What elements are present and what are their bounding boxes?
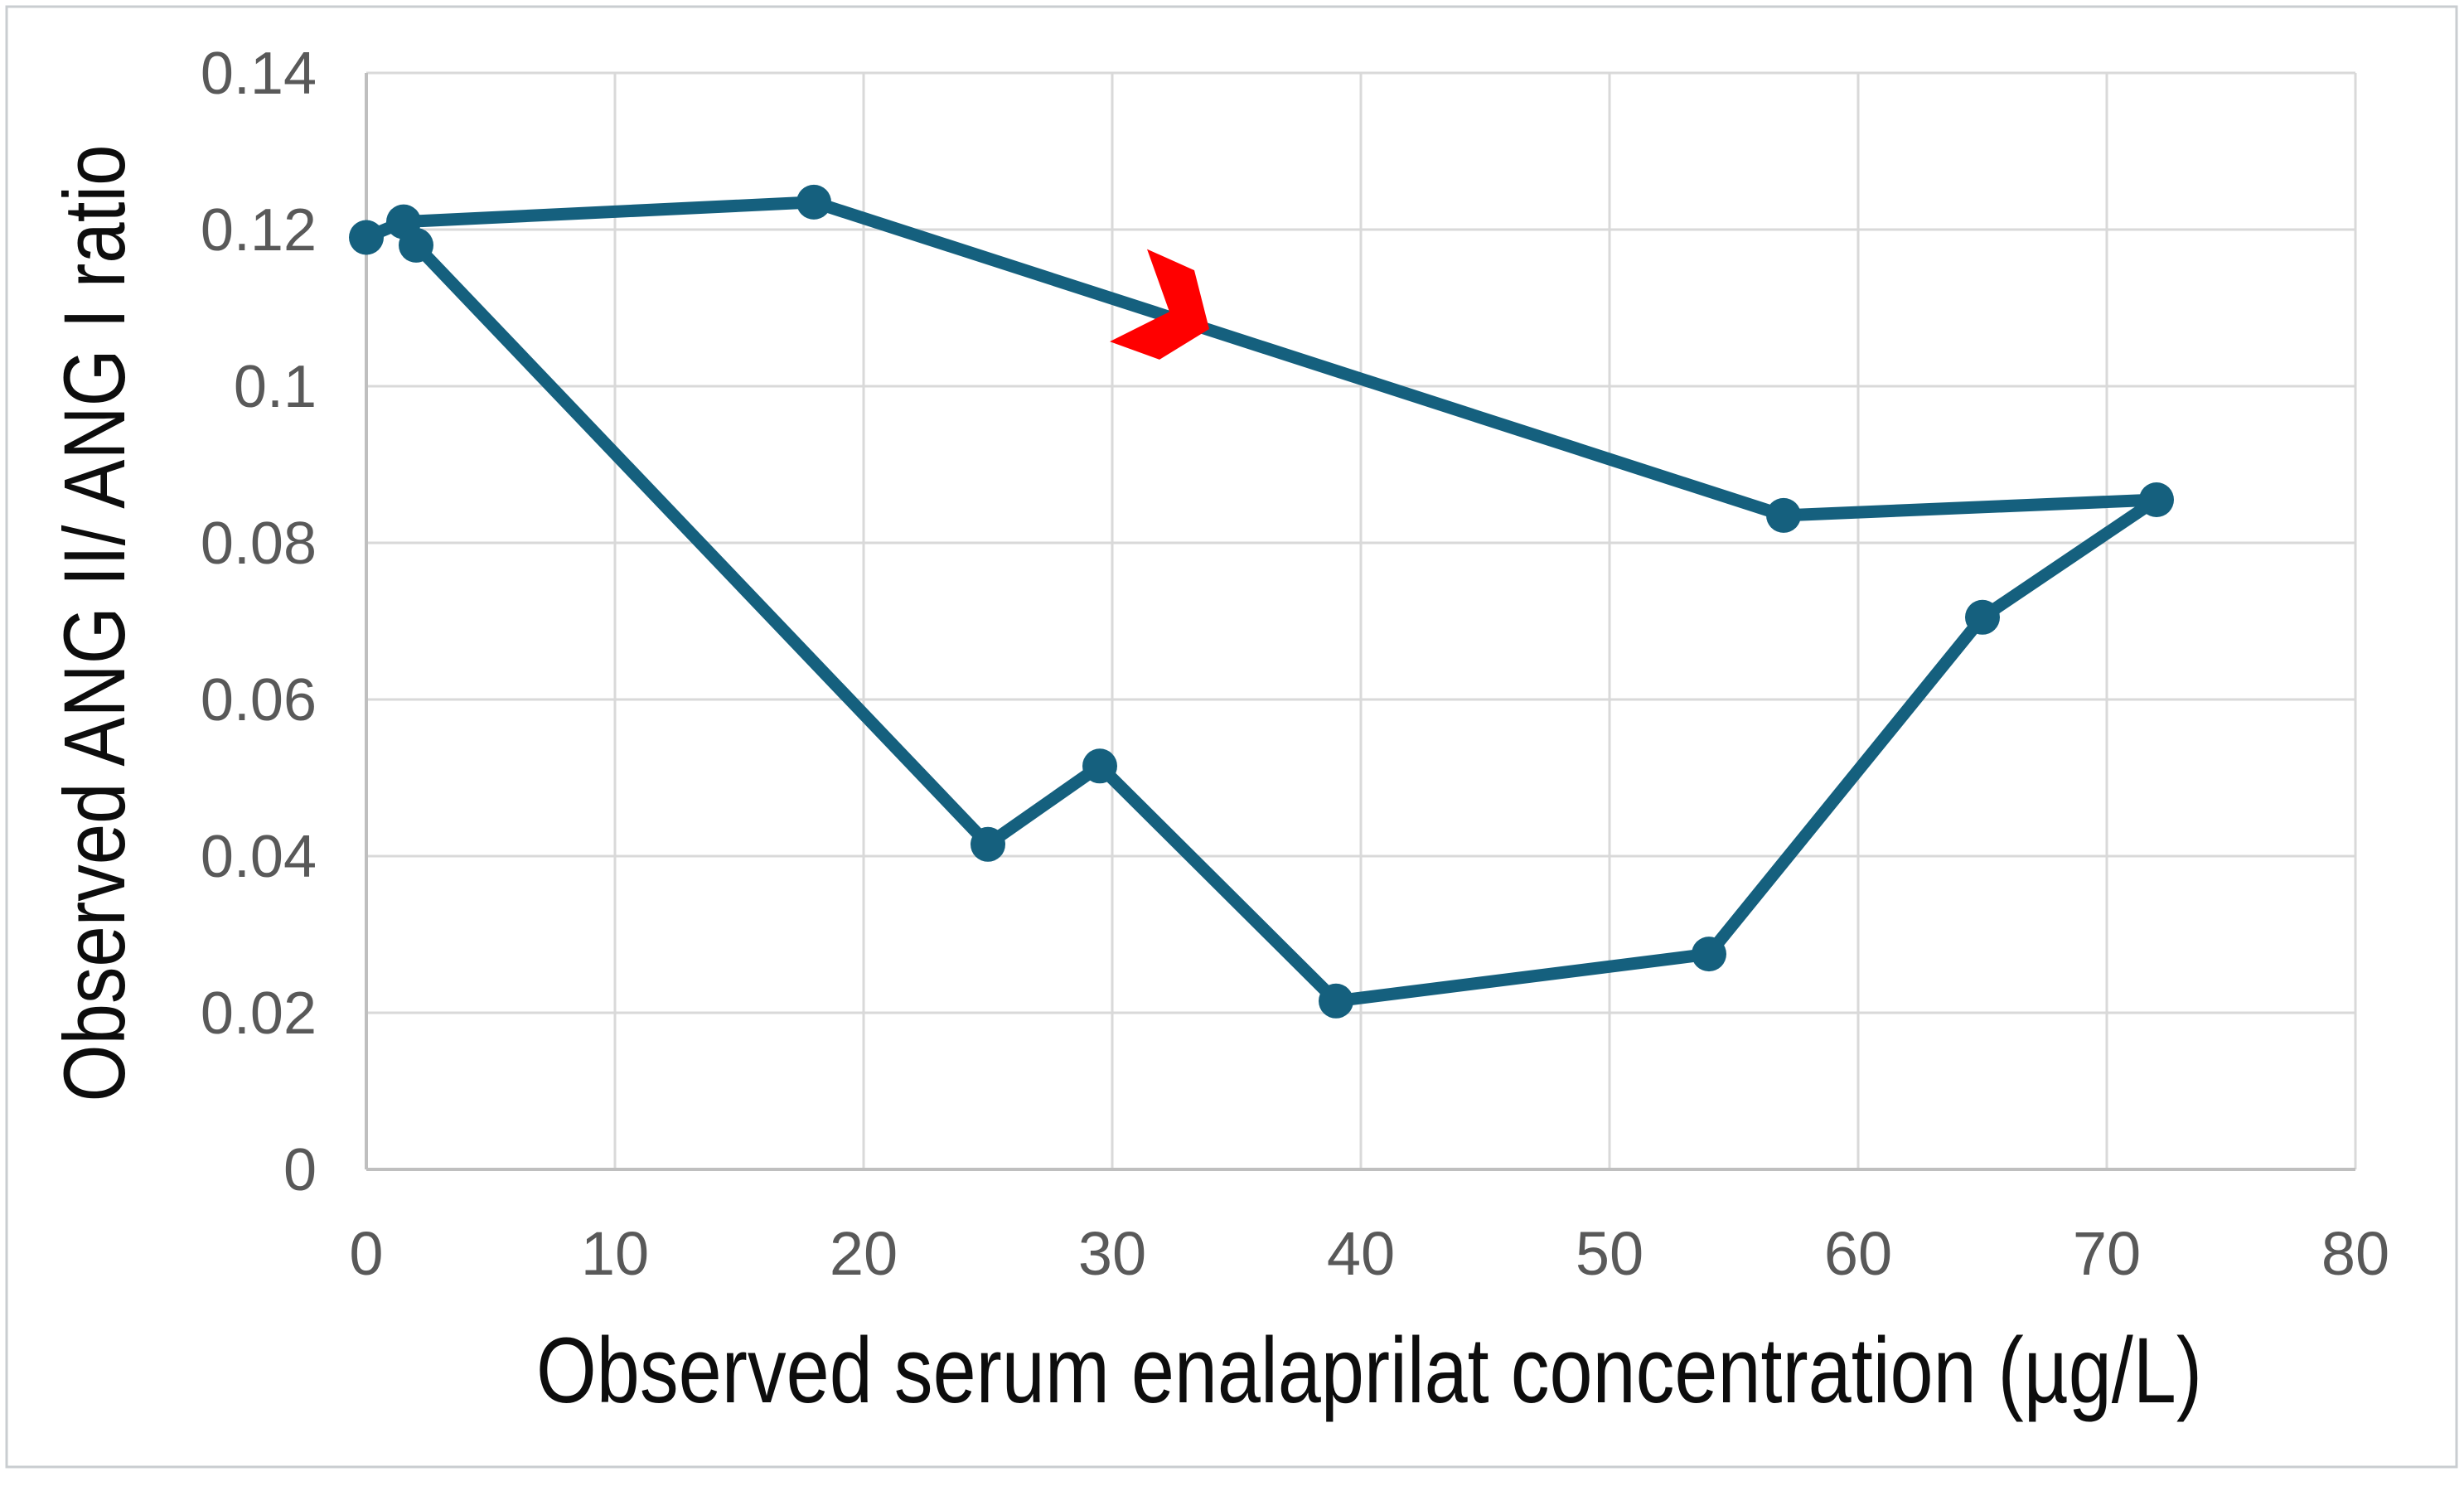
y-tick-label: 0.12 [201, 197, 317, 264]
data-point-marker [1766, 497, 1801, 533]
x-axis-title: Observed serum enalaprilat concentration… [536, 1319, 2202, 1422]
y-tick-label: 0.14 [201, 41, 317, 107]
y-tick-label: 0 [283, 1137, 317, 1203]
y-tick-label: 0.1 [234, 354, 317, 420]
annotations [1110, 249, 1209, 360]
axis-lines [365, 73, 2355, 1171]
data-point-marker [1319, 983, 1353, 1019]
x-tick-label: 0 [349, 1219, 383, 1288]
data-point-marker [1082, 748, 1117, 784]
x-tick-label: 10 [581, 1219, 649, 1288]
data-point-marker [349, 220, 384, 255]
x-tick-label: 30 [1078, 1219, 1146, 1288]
x-tick-label: 60 [1824, 1219, 1892, 1288]
tick-labels: 0 0.02 0.04 0.06 0.08 0.1 0.12 0.14 0 10 20 30 40 50 6… [201, 41, 2389, 1288]
data-point-marker [2139, 482, 2174, 517]
direction-arrow-icon [1110, 249, 1209, 360]
data-point-marker [1692, 937, 1726, 972]
y-tick-label: 0.08 [201, 511, 317, 577]
data-point-marker [1965, 599, 2000, 635]
x-tick-label: 40 [1327, 1219, 1395, 1288]
x-tick-label: 80 [2321, 1219, 2389, 1288]
x-tick-label: 20 [830, 1219, 898, 1288]
data-series [349, 184, 2174, 1019]
y-tick-label: 0.06 [201, 667, 317, 733]
x-tick-label: 50 [1576, 1219, 1643, 1288]
data-point-marker [796, 184, 831, 220]
data-point-marker [971, 826, 1005, 862]
data-point-marker [399, 227, 433, 263]
y-tick-label: 0.02 [201, 980, 317, 1047]
y-tick-label: 0.04 [201, 824, 317, 890]
x-tick-label: 70 [2073, 1219, 2141, 1288]
y-axis-title: Observed ANG II/ ANG I ratio [46, 145, 143, 1102]
